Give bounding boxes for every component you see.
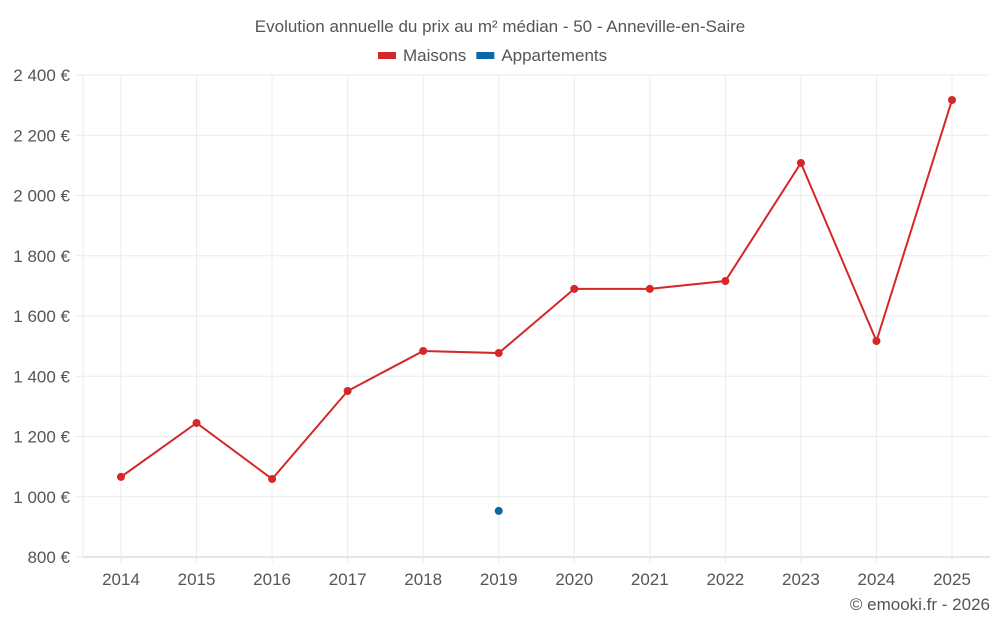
credit: © emooki.fr - 2026 [850, 595, 990, 614]
y-axis: 800 € 1 000 € 1 200 € 1 400 € 1 600 € 1 800 €… [13, 66, 83, 567]
series-layer [117, 96, 956, 515]
data-point-maisons [796, 158, 805, 167]
data-point-maisons [494, 349, 503, 358]
y-tick-label: 2 200 € [13, 126, 70, 145]
series-line-maisons [120, 99, 953, 481]
data-point-appartements [494, 506, 503, 515]
y-tick-label: 2 400 € [13, 66, 70, 85]
data-point-maisons [872, 337, 881, 346]
y-tick-label: 1 200 € [13, 428, 70, 447]
y-tick-label: 1 400 € [13, 367, 70, 386]
chart-title: Evolution annuelle du prix au m² médian … [255, 17, 745, 36]
grid [82, 74, 990, 563]
y-tick-label: 1 800 € [13, 247, 70, 266]
x-tick-label: 2022 [706, 570, 744, 589]
data-point-maisons [117, 472, 125, 481]
x-tick-label: 2016 [253, 570, 291, 589]
y-tick-label: 2 000 € [13, 187, 70, 206]
x-tick-label: 2017 [329, 570, 367, 589]
legend-label: Appartements [501, 46, 607, 65]
x-tick-label: 2024 [858, 570, 896, 589]
x-tick-label: 2018 [404, 570, 442, 589]
y-tick-label: 1 600 € [13, 307, 70, 326]
data-point-maisons [645, 284, 654, 293]
x-tick-label: 2020 [555, 570, 593, 589]
x-tick-label: 2025 [933, 570, 971, 589]
x-tick-label: 2023 [782, 570, 820, 589]
x-tick-label: 2015 [178, 570, 216, 589]
legend-label: Maisons [403, 46, 466, 65]
x-axis: 2014 2015 2016 2017 2018 2019 2020 2021 2022 2023… [102, 570, 971, 589]
legend: Maisons Appartements [378, 46, 607, 65]
data-point-maisons [419, 346, 428, 355]
data-point-maisons [268, 474, 277, 483]
y-tick-label: 800 € [27, 548, 70, 567]
legend-swatch [378, 52, 396, 59]
y-tick-label: 1 000 € [13, 488, 70, 507]
x-tick-label: 2019 [480, 570, 518, 589]
data-point-maisons [570, 284, 579, 293]
data-point-maisons [948, 96, 956, 105]
x-tick-label: 2021 [631, 570, 669, 589]
data-point-maisons [343, 387, 352, 396]
data-point-maisons [721, 277, 730, 286]
legend-swatch [476, 52, 495, 59]
data-point-maisons [192, 418, 201, 427]
x-tick-label: 2014 [102, 570, 140, 589]
